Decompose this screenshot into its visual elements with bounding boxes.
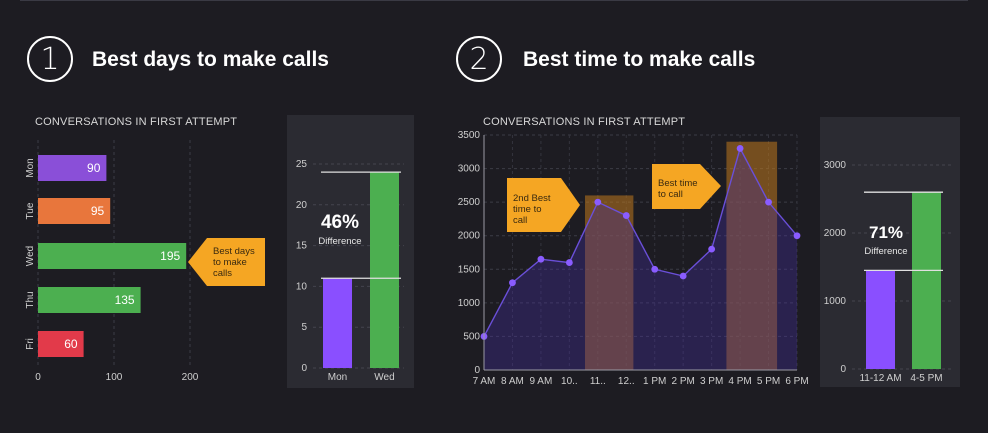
data-point (679, 272, 687, 280)
difference-caption: Difference (864, 246, 907, 257)
callout-text: calls (213, 268, 232, 279)
bar-thu (38, 287, 141, 313)
callout-text: to make (213, 257, 247, 268)
x-tick-label: 6 PM (785, 376, 808, 387)
y-tick-label: 1500 (458, 264, 481, 275)
x-tick-label: 5 PM (757, 376, 780, 387)
highlight-band (726, 141, 778, 370)
callout-best-text: to call (658, 189, 683, 200)
callout-2nd-best-text: 2nd Best (513, 193, 551, 204)
data-point (537, 255, 545, 263)
x-tick-label: 4-5 PM (910, 373, 942, 384)
difference-percent: 71% (869, 223, 903, 242)
y-tick-label: 2500 (458, 197, 481, 208)
x-tick-label: 11.. (590, 376, 606, 387)
x-tick-label: 1 PM (643, 376, 666, 387)
data-point (509, 279, 516, 287)
x-tick-label: 7 AM (473, 376, 496, 387)
difference-percent: 46% (321, 212, 359, 233)
data-point (736, 145, 744, 152)
y-tick-label: 1000 (824, 296, 847, 307)
y-tick-label: 15 (296, 241, 308, 252)
data-point (565, 259, 573, 266)
y-tick-label: 3000 (824, 160, 847, 171)
x-tick-label: 9 AM (530, 376, 553, 387)
area-fill (484, 148, 797, 370)
data-point (708, 245, 716, 253)
callout-2nd-best-text: call (513, 215, 527, 226)
data-point (622, 212, 630, 219)
x-tick-label: 200 (182, 372, 199, 383)
bar-value-label: 195 (160, 249, 180, 263)
section-1-number: 1 (27, 36, 73, 82)
y-tick-label: Thu (25, 291, 36, 308)
series-line (483, 146, 798, 337)
callout-best-text: Best time (658, 178, 698, 189)
y-tick-label: 25 (296, 159, 308, 170)
x-tick-label: Wed (374, 372, 394, 383)
data-point (594, 198, 602, 206)
y-tick-label: 5 (301, 322, 307, 333)
bar-mon (38, 155, 107, 181)
comparison-bar (866, 270, 895, 369)
comparison-bar (323, 278, 352, 368)
data-point (651, 265, 659, 273)
data-point (793, 232, 801, 240)
comparison-bar (912, 192, 941, 369)
section-1-title: Best days to make calls (92, 48, 329, 71)
x-tick-label: 3 PM (700, 376, 723, 387)
x-tick-label: 10.. (561, 376, 578, 387)
bar-value-label: 60 (64, 337, 78, 351)
y-tick-label: 0 (301, 363, 307, 374)
y-tick-label: 3000 (458, 164, 481, 175)
x-tick-label: 4 PM (728, 376, 751, 387)
callout-2nd-best-text: time to (513, 204, 542, 215)
y-tick-label: 10 (296, 281, 308, 292)
callout-text: Best days (213, 246, 255, 257)
y-tick-label: 3500 (458, 130, 481, 141)
x-tick-label: 0 (35, 372, 41, 383)
y-tick-label: Wed (25, 246, 36, 266)
days-chart-title: CONVERSATIONS IN FIRST ATTEMPT (35, 116, 238, 128)
time-chart-title: CONVERSATIONS IN FIRST ATTEMPT (483, 116, 686, 128)
x-tick-label: 2 PM (672, 376, 695, 387)
x-tick-label: 100 (106, 372, 123, 383)
bar-fri (38, 331, 84, 357)
y-tick-label: Tue (25, 202, 36, 219)
y-tick-label: 500 (463, 331, 480, 342)
comparison-bar (370, 172, 399, 368)
y-tick-label: Mon (25, 158, 36, 177)
y-tick-label: 1000 (458, 298, 481, 309)
section-2-number: 2 (456, 36, 502, 82)
callout-2nd-best-shape (507, 178, 580, 232)
y-tick-label: Fri (25, 338, 36, 350)
callout-best-shape (652, 164, 721, 209)
bar-tue (38, 198, 111, 224)
data-point (765, 198, 772, 206)
x-tick-label: 11-12 AM (859, 373, 901, 384)
x-tick-label: 8 AM (501, 376, 524, 387)
section-2-title: Best time to make calls (523, 48, 756, 71)
callout-shape (188, 238, 265, 286)
y-tick-label: 2000 (458, 231, 481, 242)
bar-wed (38, 243, 187, 269)
bar-value-label: 135 (115, 293, 135, 307)
y-tick-label: 0 (474, 365, 480, 376)
difference-caption: Difference (318, 236, 361, 247)
top-divider (20, 0, 968, 1)
bar-value-label: 95 (91, 204, 105, 218)
bar-value-label: 90 (87, 161, 101, 175)
y-tick-label: 0 (840, 364, 846, 375)
y-tick-label: 2000 (824, 228, 847, 239)
y-tick-label: 20 (296, 200, 308, 211)
x-tick-label: 12.. (618, 376, 635, 387)
x-tick-label: Mon (328, 372, 347, 383)
highlight-band (585, 195, 634, 370)
